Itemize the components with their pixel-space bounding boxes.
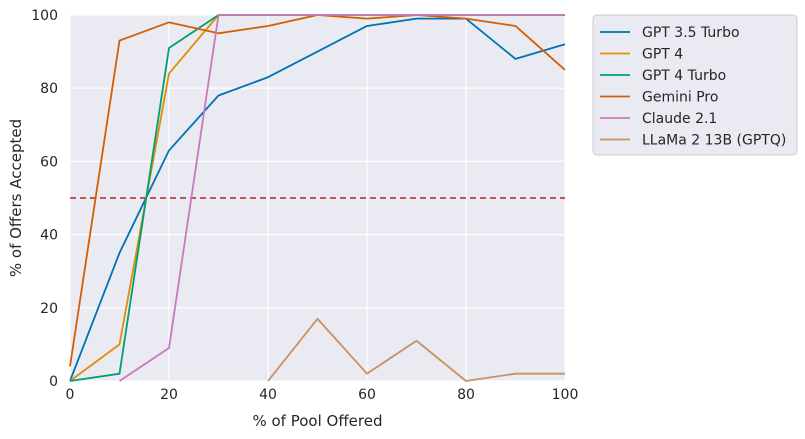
legend-label: LLaMa 2 13B (GPTQ) [642,133,786,149]
y-tick-label: 100 [31,8,58,24]
legend-label: GPT 4 [642,47,683,63]
legend-label: Gemini Pro [642,90,718,106]
x-tick-label: 0 [66,387,75,403]
legend-box [592,14,798,156]
legend-label: GPT 4 Turbo [642,68,726,84]
legend-label: Claude 2.1 [642,111,717,127]
series-lines [69,14,566,382]
y-tick-label: 40 [40,228,58,244]
x-axis-ticks: 0 20 40 60 80 100 [66,387,579,403]
series-line-gpt-3-5-turbo [69,17,566,382]
series-line-llama-2-13b-gptq [267,317,565,382]
x-tick-label: 60 [358,387,376,403]
grid [69,14,566,382]
y-axis-label: % of Offers Accepted [7,119,25,277]
y-tick-label: 20 [40,301,58,317]
legend: GPT 3.5 Turbo GPT 4 GPT 4 Turbo Gemini Pro C… [592,14,798,156]
legend-label: GPT 3.5 Turbo [642,25,740,41]
y-tick-label: 60 [40,154,58,170]
x-tick-label: 20 [160,387,178,403]
x-tick-label: 40 [259,387,277,403]
y-tick-label: 0 [49,374,58,390]
y-axis-ticks: 0 20 40 60 80 100 [31,8,58,390]
x-tick-label: 100 [552,387,579,403]
series-line-claude-2-1 [119,14,565,382]
x-tick-label: 80 [457,387,475,403]
y-tick-label: 80 [40,81,58,97]
x-axis-label: % of Pool Offered [252,412,382,430]
